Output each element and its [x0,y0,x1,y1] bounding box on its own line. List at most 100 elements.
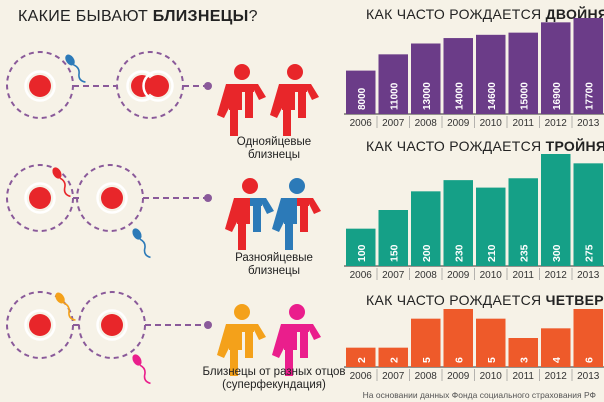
chart-0-value-label-2009: 14000 [454,82,465,110]
child-row2-b-body-right [297,198,321,232]
chart-0-value-label-2012: 16900 [552,82,563,110]
main-title: КАКИЕ БЫВАЮТ БЛИЗНЕЦЫ? [18,8,258,26]
egg-row3-a [24,309,56,341]
chart-2-tick-label-2008: 2008 [415,371,438,382]
chart-0-value-label-2013: 17700 [584,82,595,110]
chart-2: 2 2006 2 2007 5 2008 6 2009 5 2010 3 2011 4 2012 6 2013 [344,309,604,382]
chart-0-tick-label-2012: 2012 [545,118,568,129]
child-row1-b [270,64,319,136]
sperm-row2-a-head [52,167,62,179]
child-row2-a [225,178,274,250]
sperm-row1-head [65,54,75,66]
chart-title-quadruplets-bold: ЧЕТВЕРНЯ [545,292,604,308]
caption-superfecundation-text: Близнецы от разных отцов (суперфекундаци… [202,366,346,391]
child-row2-b-head [289,178,305,194]
child-row3-b [272,304,321,376]
chart-0-value-label-2008: 13000 [422,82,433,110]
child-row3-b-body-left [272,324,297,376]
chart-1-bar-2010 [476,187,506,266]
child-row1-b-head [287,64,303,80]
chart-0: 8000 2006 11000 2007 13000 2008 14000 2009 14600… [344,18,604,129]
child-row2-a-body-right [250,198,274,232]
main-title-suffix: ? [248,8,258,25]
chart-2-bar-2010 [476,318,506,367]
dot-row1 [204,82,212,90]
chart-1-value-label-2006: 100 [356,244,368,262]
child-row1-a-head [234,64,250,80]
chart-2-value-label-2006: 2 [356,357,368,363]
chart-0-tick-label-2006: 2006 [350,118,373,129]
sperm-row2-b-tail [139,238,151,259]
chart-1-tick-label-2011: 2011 [512,270,534,281]
chart-1-value-label-2013: 275 [583,244,595,262]
chart-2-value-label-2010: 5 [486,357,498,363]
chart-1-value-label-2011: 235 [518,244,530,262]
child-row3-b-body-right [297,324,321,358]
egg-row3-b [96,309,128,341]
egg-row3-a-core [29,314,51,336]
chart-0-bar-2006 [346,70,376,114]
egg-row1-ring [24,70,56,102]
chart-0-bar-2007 [378,54,408,114]
chart-1-value-label-2009: 230 [453,244,465,262]
caption-identical-text: Однояйцевые близнецы [236,136,312,161]
chart-2-value-label-2009: 6 [453,357,465,363]
child-row3-b-head [289,304,305,320]
chart-title-triplets: КАК ЧАСТО РОЖДАЕТСЯ ТРОЙНЯ [366,138,604,154]
egg-row2-a-ring [24,182,56,214]
chart-1-tick-label-2008: 2008 [415,270,438,281]
chart-0-value-label-2007: 11000 [389,82,400,110]
chart-2-value-label-2007: 2 [388,357,400,363]
chart-2-value-label-2013: 6 [583,357,595,363]
chart-1-value-label-2007: 150 [388,244,400,262]
chart-0-bar-2010 [476,34,506,114]
chart-0-bar-2012 [541,22,571,115]
chart-1-tick-label-2010: 2010 [480,270,503,281]
chart-0-value-label-2011: 15000 [519,82,530,110]
egg-row2-a [24,182,56,214]
chart-1-value-label-2008: 200 [421,244,433,262]
child-row3-a-body-right [242,324,266,358]
chart-1-value-label-2012: 300 [551,244,563,262]
egg-row1 [24,70,56,102]
chart-2-tick-label-2007: 2007 [382,371,405,382]
egg-row1-core [29,75,51,97]
chart-0-bar-2008 [411,43,441,114]
chart-1-tick-label-2012: 2012 [545,270,568,281]
egg-row3-b-ring [96,309,128,341]
chart-0-tick-label-2011: 2011 [512,118,534,129]
egg-row1-split-b-core [147,75,169,97]
chart-1-bar-2012 [541,154,571,266]
chart-1-bar-2008 [411,191,441,266]
chart-2-value-label-2011: 3 [518,357,530,363]
chart-1: 100 2006 150 2007 200 2008 230 2009 210 2010 235 20… [344,154,604,281]
chart-2-value-label-2012: 4 [551,357,563,363]
chart-0-tick-label-2010: 2010 [480,118,503,129]
egg-row3-a-ring [24,309,56,341]
sperm-row3-b [132,354,151,385]
chart-2-tick-label-2009: 2009 [447,371,470,382]
chart-0-value-label-2006: 8000 [357,87,368,110]
chart-1-value-label-2010: 210 [486,244,498,262]
caption-identical: Однояйцевые близнецы [214,136,334,162]
chart-0-bar-2011 [508,32,538,114]
chart-1-bar-2013 [573,163,603,266]
main-title-bold: БЛИЗНЕЦЫ [152,8,249,25]
chart-1-tick-label-2007: 2007 [382,270,405,281]
child-row2-b-body-left [272,198,297,250]
egg-row2-b [96,182,128,214]
caption-fraternal: Разнояйцевые близнецы [214,252,334,278]
caption-superfecundation: Близнецы от разных отцов (суперфекундаци… [190,366,358,392]
chart-0-tick-label-2007: 2007 [382,118,405,129]
egg-row1-split-a-core [131,75,153,97]
chart-2-bar-2011 [508,338,538,367]
child-row1-a-body-right [242,84,266,118]
egg-row2-b-core [101,187,123,209]
chart-2-value-label-2008: 5 [421,357,433,363]
child-row1-a-body-left [217,84,242,136]
sperm-row3-b-tail [139,364,151,385]
child-row2-a-head [242,178,258,194]
chart-0-value-label-2010: 14600 [487,82,498,110]
chart-2-tick-label-2012: 2012 [545,371,568,382]
